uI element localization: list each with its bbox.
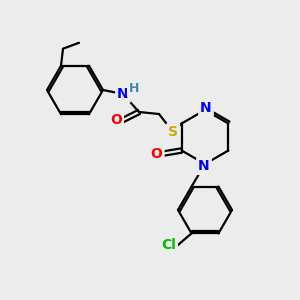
Text: H: H [129,82,139,95]
Text: Cl: Cl [161,238,176,252]
Text: S: S [168,125,178,139]
Text: O: O [151,146,163,161]
Text: O: O [110,113,122,127]
Text: N: N [198,159,210,173]
Text: N: N [117,87,129,101]
Text: N: N [200,101,212,115]
